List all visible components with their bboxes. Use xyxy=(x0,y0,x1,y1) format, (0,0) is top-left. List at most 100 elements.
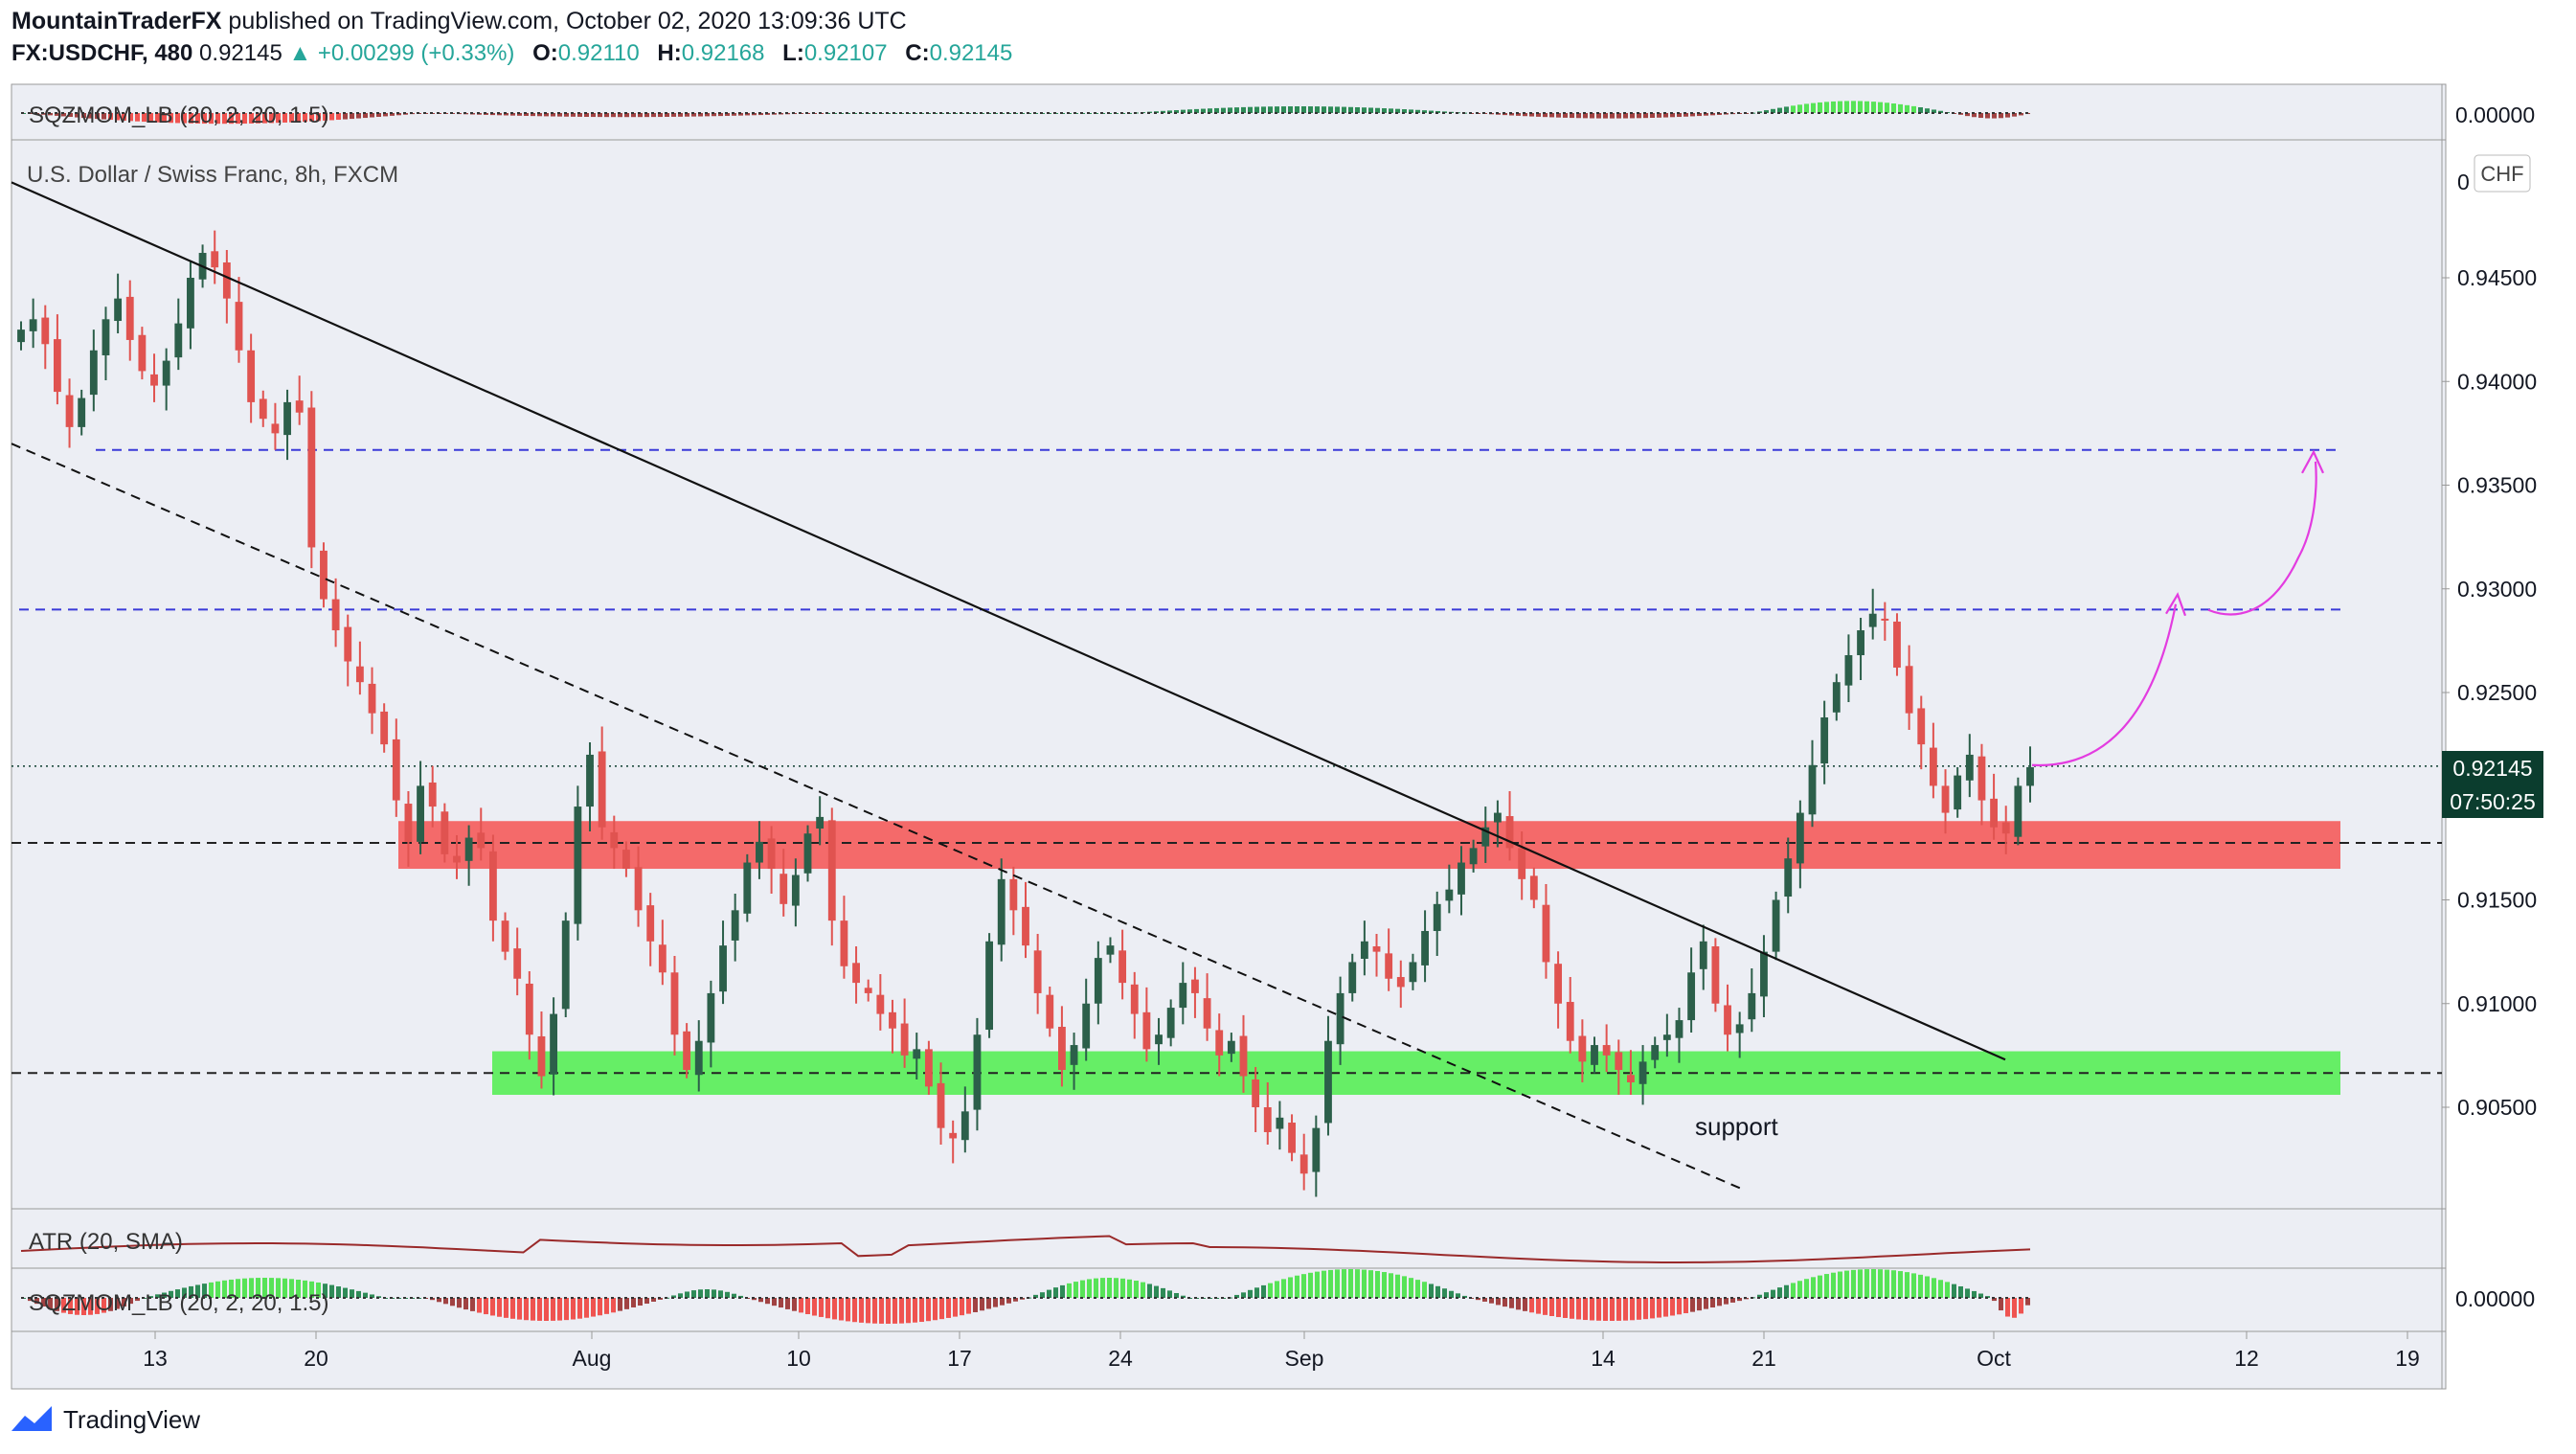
sqz-bot-bar-229 xyxy=(1556,1298,1561,1318)
sqz-top-bar-36 xyxy=(262,113,267,124)
candle-body-137 xyxy=(1675,1020,1683,1038)
candle-body-126 xyxy=(1542,904,1550,963)
sqz-bot-bar-7 xyxy=(68,1298,73,1314)
sqz-bot-bar-278 xyxy=(1885,1269,1889,1298)
sqz-top-bar-31 xyxy=(229,113,234,125)
sqz-bot-bar-6 xyxy=(61,1298,66,1313)
publish-text: published on TradingView.com, October 02… xyxy=(228,8,907,34)
candle-body-102 xyxy=(1252,1079,1260,1107)
sqz-top-bar-92 xyxy=(638,113,643,118)
candle-body-44 xyxy=(550,1013,558,1075)
candle-body-149 xyxy=(1820,716,1829,764)
sqz-top-bar-261 xyxy=(1771,108,1775,113)
sqz-bot-bar-46 xyxy=(329,1284,334,1298)
candle-body-40 xyxy=(501,920,509,952)
candle-body-133 xyxy=(1627,1075,1635,1083)
sqz-top-bar-4 xyxy=(48,113,53,116)
currency-badge[interactable] xyxy=(2474,154,2531,193)
sqz-bot-bar-252 xyxy=(1710,1298,1715,1308)
sqz-bot-bar-99 xyxy=(685,1291,689,1298)
sqz-top-bar-291 xyxy=(1972,113,1977,118)
sqz-top-bar-205 xyxy=(1395,108,1400,113)
candle-body-58 xyxy=(719,945,727,992)
sqz-top-bar-274 xyxy=(1858,101,1863,113)
sqz-top-bar-236 xyxy=(1603,113,1608,119)
sqz-bot-bar-15 xyxy=(122,1298,126,1306)
author-name[interactable]: MountainTraderFX xyxy=(11,8,222,34)
candle-body-22 xyxy=(283,401,291,436)
candle-body-32 xyxy=(404,804,413,842)
sqz-bot-bar-232 xyxy=(1576,1298,1581,1320)
candle-body-30 xyxy=(380,711,389,745)
sqz-bot-bar-136 xyxy=(933,1298,938,1321)
sqz-bot-bar-2 xyxy=(34,1298,39,1305)
sqz-bot-bar-43 xyxy=(309,1281,314,1298)
sqz-bot-bar-161 xyxy=(1100,1278,1105,1298)
sqz-bot-bar-231 xyxy=(1570,1298,1574,1319)
candle-body-144 xyxy=(1760,951,1768,997)
sqz-bot-bar-277 xyxy=(1878,1269,1883,1298)
candle-body-117 xyxy=(1433,903,1441,931)
candle-body-139 xyxy=(1699,941,1707,969)
price-tick-label-3: 0.93000 xyxy=(2457,577,2537,602)
sqz-bot-bar-188 xyxy=(1281,1279,1286,1298)
sqz-top-bar-187 xyxy=(1275,106,1279,113)
sqz-bot-bar-35 xyxy=(256,1278,260,1298)
sqz-top-bar-252 xyxy=(1710,113,1715,116)
sqz-top-bar-101 xyxy=(698,113,703,117)
sqz-top-bar-55 xyxy=(390,113,395,116)
sqz-bot-bar-184 xyxy=(1254,1287,1259,1298)
sqz-top-bar-43 xyxy=(309,113,314,122)
sqz-bot-bar-296 xyxy=(2005,1298,2010,1317)
support-label: support xyxy=(1695,1112,1778,1141)
sqz-top-bar-285 xyxy=(1932,109,1936,113)
sqz-bot-bar-109 xyxy=(752,1298,757,1301)
sqz-bot-bar-172 xyxy=(1174,1293,1179,1298)
sqz-top-bar-9 xyxy=(81,113,86,119)
candle-body-130 xyxy=(1591,1045,1598,1065)
candle-body-51 xyxy=(634,867,643,911)
candle-body-45 xyxy=(561,920,570,1010)
sqz-bot-bar-90 xyxy=(624,1298,629,1309)
sqz-bot-bar-131 xyxy=(899,1298,904,1324)
candle-body-6 xyxy=(89,350,98,396)
sqz-top-bar-85 xyxy=(591,113,596,118)
sqz-bot-bar-10 xyxy=(88,1298,93,1315)
sqz-bot-bar-240 xyxy=(1630,1298,1635,1321)
sqz-bot-bar-82 xyxy=(571,1298,576,1320)
candle-body-157 xyxy=(1917,708,1926,745)
candle-body-60 xyxy=(743,862,752,914)
sqz-bot-bar-76 xyxy=(531,1298,535,1321)
candle-body-70 xyxy=(864,988,872,993)
candle-body-156 xyxy=(1905,666,1913,714)
candle-body-19 xyxy=(247,350,256,402)
sqz-top-bar-294 xyxy=(1992,113,1997,119)
candle-body-100 xyxy=(1227,1040,1235,1055)
sqz-top-bar-88 xyxy=(611,113,616,118)
candle-body-9 xyxy=(125,296,134,340)
candle-body-61 xyxy=(756,841,763,863)
sqz-bot-bar-260 xyxy=(1764,1292,1769,1298)
sqz-bot-bar-221 xyxy=(1503,1298,1507,1307)
sqz-bot-bar-261 xyxy=(1771,1289,1775,1298)
sqz-bot-bar-83 xyxy=(577,1298,582,1319)
sqz-bot-bar-5 xyxy=(55,1298,59,1311)
sqz-top-bar-84 xyxy=(584,113,589,117)
sqz-bot-bar-242 xyxy=(1643,1298,1648,1320)
sqz-bot-bar-209 xyxy=(1422,1282,1427,1298)
sqz-bot-bar-20 xyxy=(155,1294,160,1298)
sqz-bot-bar-196 xyxy=(1335,1269,1340,1298)
candle-body-39 xyxy=(488,851,497,921)
candle-body-71 xyxy=(876,994,885,1014)
tradingview-logo[interactable]: TradingView xyxy=(10,1402,200,1437)
sqz-bot-bar-120 xyxy=(825,1298,830,1319)
sqz-top-bar-93 xyxy=(644,113,649,118)
candle-body-118 xyxy=(1445,889,1454,901)
candle-body-69 xyxy=(852,963,860,984)
sqz-bot-bar-44 xyxy=(316,1282,321,1298)
sqz-top-bar-47 xyxy=(336,113,341,121)
sqz-bot-bar-3 xyxy=(41,1298,46,1307)
time-tick-label-9: Oct xyxy=(1977,1346,2011,1371)
candle-body-13 xyxy=(174,323,183,358)
